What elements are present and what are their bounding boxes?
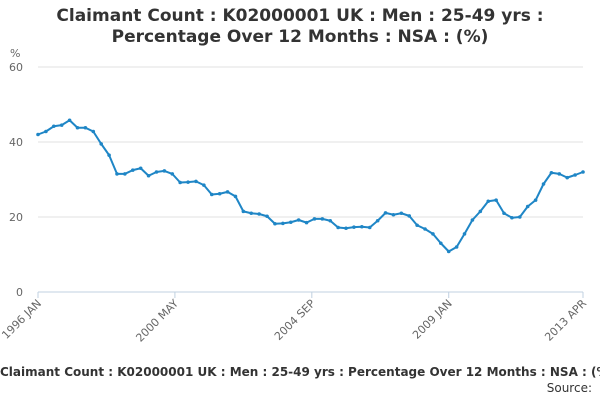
y-tick-label: 0 xyxy=(16,286,23,299)
data-point xyxy=(281,221,285,226)
data-point xyxy=(123,172,127,176)
data-point xyxy=(296,218,301,222)
data-point xyxy=(241,209,246,214)
chart-title-line-1: Claimant Count : K02000001 UK : Men : 25… xyxy=(56,6,544,26)
data-point xyxy=(549,170,554,175)
data-point xyxy=(375,218,380,223)
y-axis-label: % xyxy=(10,47,20,60)
data-point xyxy=(360,224,364,229)
data-point xyxy=(115,172,119,176)
x-tick-label: 2013 APR xyxy=(542,297,589,344)
data-point xyxy=(533,198,538,202)
data-point xyxy=(83,125,88,130)
data-point xyxy=(209,192,214,197)
chart-title-line-2: Percentage Over 12 Months : NSA : (%) xyxy=(111,27,489,47)
data-point xyxy=(407,214,412,218)
data-point xyxy=(36,132,40,137)
data-point xyxy=(265,214,269,219)
data-point xyxy=(304,220,309,225)
data-point xyxy=(59,123,64,127)
series-line xyxy=(37,119,584,253)
source-label: Source: xyxy=(546,381,592,395)
footer-title: Claimant Count : K02000001 UK : Men : 25… xyxy=(0,365,600,379)
y-tick-label: 20 xyxy=(9,211,23,224)
data-point xyxy=(107,153,111,157)
data-point xyxy=(44,129,48,134)
data-point xyxy=(67,118,72,123)
data-point xyxy=(367,225,372,230)
data-point xyxy=(439,241,443,246)
data-point xyxy=(249,211,254,216)
data-point xyxy=(257,212,261,216)
data-point xyxy=(494,198,498,202)
x-tick-label: 2004 SEP xyxy=(272,297,318,343)
data-point xyxy=(75,125,80,130)
x-tick-label: 1996 JAN xyxy=(0,297,44,342)
series-layer xyxy=(36,118,585,254)
data-point xyxy=(328,218,333,223)
data-point xyxy=(288,220,293,225)
data-point xyxy=(573,173,577,177)
data-point xyxy=(52,124,56,129)
data-point xyxy=(431,232,435,236)
data-point xyxy=(336,225,340,230)
data-point xyxy=(162,169,167,173)
data-point xyxy=(470,218,475,222)
data-point xyxy=(344,226,348,231)
data-point xyxy=(415,223,419,228)
data-point xyxy=(233,194,238,199)
data-point xyxy=(202,183,206,187)
data-point xyxy=(581,170,585,174)
data-point xyxy=(312,217,317,221)
x-tick-labels: 1996 JAN 2000 MAY 2004 SEP 2009 JAN 2013 APR xyxy=(0,297,589,345)
data-point xyxy=(320,217,325,221)
data-point xyxy=(383,211,388,215)
data-point xyxy=(486,199,491,204)
data-point xyxy=(423,227,427,231)
data-point xyxy=(170,172,175,176)
data-point xyxy=(146,173,151,178)
gridlines xyxy=(38,66,583,293)
axes: % 0 20 40 60 xyxy=(9,47,584,299)
data-point xyxy=(399,211,404,216)
data-point xyxy=(510,215,514,220)
y-tick-label: 60 xyxy=(9,61,23,74)
data-point xyxy=(154,170,159,174)
data-point xyxy=(478,209,483,214)
data-point xyxy=(391,212,396,217)
data-point xyxy=(525,204,530,209)
x-tick-label: 2009 JAN xyxy=(410,297,455,342)
data-point xyxy=(454,245,459,249)
data-point xyxy=(352,225,356,229)
data-point xyxy=(194,179,198,184)
y-tick-label: 40 xyxy=(9,136,23,149)
data-point xyxy=(225,190,230,194)
data-point xyxy=(502,211,506,216)
data-point xyxy=(462,232,467,236)
data-point xyxy=(130,168,135,172)
data-point xyxy=(99,142,103,146)
data-point xyxy=(273,221,277,226)
data-point xyxy=(565,175,569,180)
data-point xyxy=(178,180,182,185)
chart-title: Claimant Count : K02000001 UK : Men : 25… xyxy=(0,6,600,48)
data-point xyxy=(138,166,143,171)
data-point xyxy=(186,180,190,184)
data-point xyxy=(91,129,96,134)
data-point xyxy=(217,191,222,196)
x-tick-label: 2000 MAY xyxy=(133,297,181,345)
data-point xyxy=(446,249,451,254)
data-point xyxy=(557,172,562,176)
data-point xyxy=(541,182,546,186)
data-point xyxy=(518,215,522,219)
